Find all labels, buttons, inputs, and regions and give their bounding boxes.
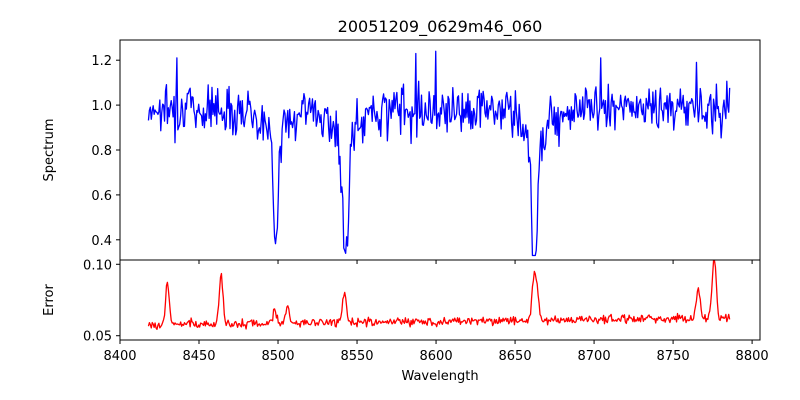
spectrum-panel: 0.4 0.6 0.8 1.0 1.2 Spectrum	[42, 39, 761, 264]
spectrum-y-ticks: 0.4 0.6 0.8 1.0 1.2	[91, 54, 120, 249]
error-x-tick-label: 8500	[261, 349, 294, 364]
error-line	[147, 260, 731, 331]
error-x-tick-label: 8650	[499, 349, 532, 364]
error-x-tick-label: 8750	[657, 349, 690, 364]
error-y-ticks: 0.05 0.10	[83, 258, 120, 345]
x-axis-label: Wavelength	[401, 369, 478, 384]
spectrum-y-tick-label: 1.2	[91, 54, 112, 69]
spectrum-y-label: Spectrum	[42, 119, 57, 182]
spectrum-y-tick-label: 0.6	[91, 189, 112, 204]
error-x-tick-label: 8400	[103, 349, 136, 364]
spectrum-y-tick-label: 0.4	[91, 234, 112, 249]
error-axes-frame	[119, 259, 761, 341]
error-y-tick-label: 0.05	[83, 330, 112, 345]
spectrum-y-tick-label: 1.0	[91, 99, 112, 114]
error-x-tick-label: 8700	[578, 349, 611, 364]
error-x-ticks: 8400 8450 8500 8550 8600 8650 8700 8750 8800	[103, 340, 769, 364]
error-y-label: Error	[42, 284, 57, 316]
error-panel: 0.05 0.10 8400 8450 8500 8550 8600 8650 8700 875…	[42, 258, 769, 384]
error-y-tick-label: 0.10	[83, 258, 112, 273]
spectrum-y-tick-label: 0.8	[91, 144, 112, 159]
error-x-tick-label: 8550	[340, 349, 373, 364]
error-x-tick-label: 8800	[736, 349, 769, 364]
error-x-tick-label: 8600	[420, 349, 453, 364]
chart-title: 20051209_0629m46_060	[338, 17, 543, 37]
spectrum-line	[147, 50, 731, 257]
error-x-tick-label: 8450	[182, 349, 215, 364]
